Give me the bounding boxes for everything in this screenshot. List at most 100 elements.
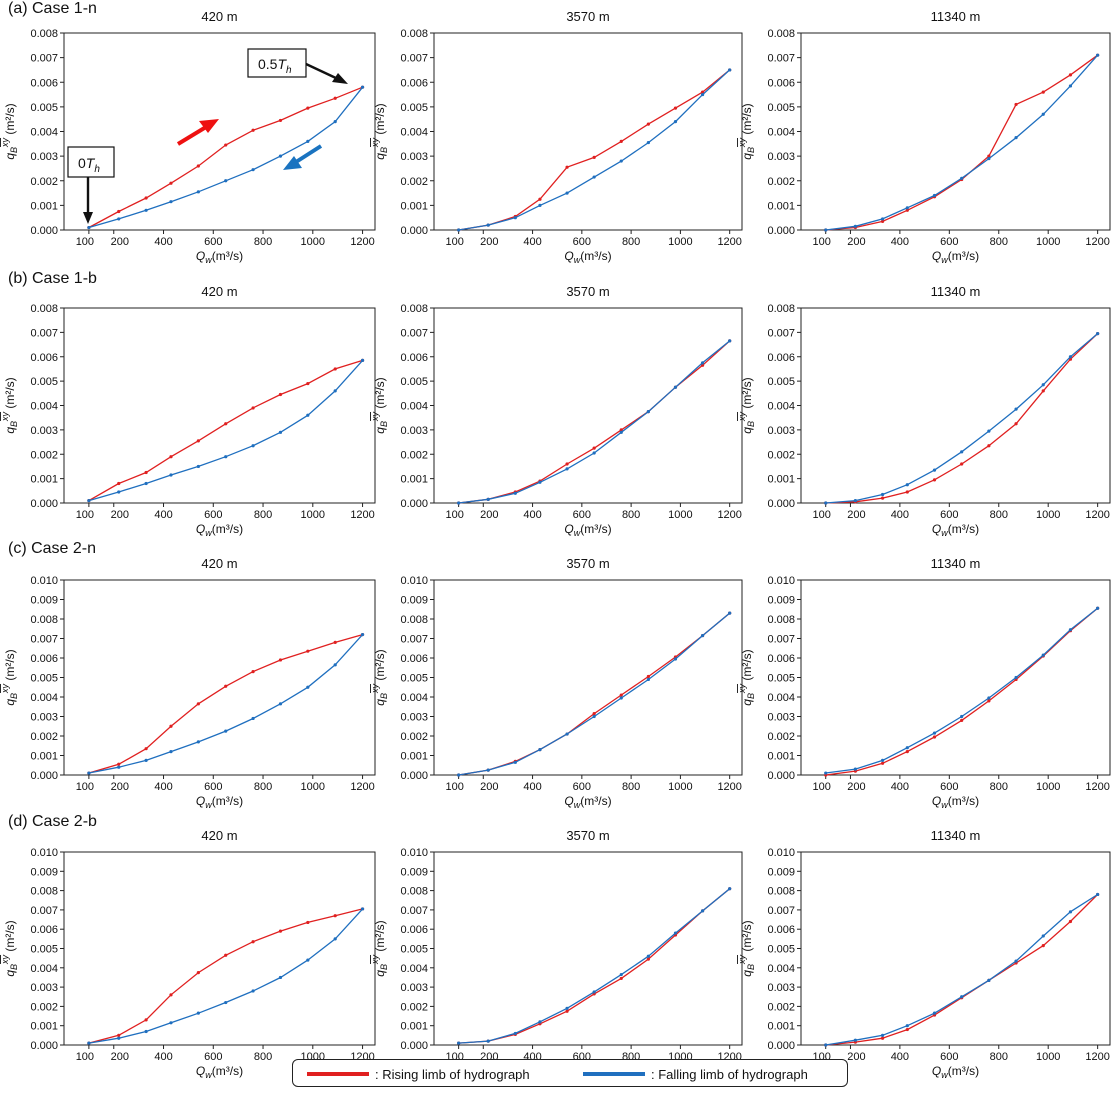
x-tick-label: 1200 bbox=[1085, 1051, 1109, 1063]
y-tick-label: 0.000 bbox=[767, 770, 795, 782]
y-tick-label: 0.006 bbox=[400, 924, 428, 936]
y-tick-label: 0.003 bbox=[400, 712, 428, 724]
x-tick-label: 1200 bbox=[1085, 236, 1109, 248]
chart-a1: 420 m 0.000 0.001 0.002 0.003 0.004 0.005 0.006… bbox=[0, 9, 376, 265]
rising-limb-point bbox=[306, 649, 310, 653]
x-axis-label: Qw(m³/s) bbox=[564, 794, 611, 810]
falling-limb-point bbox=[196, 1011, 200, 1015]
y-tick-label: 0.001 bbox=[400, 1021, 428, 1033]
falling-limb-point bbox=[880, 1033, 885, 1037]
falling-limb-point bbox=[824, 771, 828, 775]
y-tick-label: 0.008 bbox=[400, 614, 428, 626]
chart-title: 11340 m bbox=[931, 284, 981, 299]
x-tick-label: 600 bbox=[940, 1051, 958, 1063]
x-tick-label: 800 bbox=[622, 509, 640, 521]
peak-label-box bbox=[247, 48, 307, 78]
falling-limb-point bbox=[457, 1041, 461, 1045]
y-axis-label: qBxy (m²/s) bbox=[737, 920, 756, 976]
y-axis-label: qBxy (m²/s) bbox=[0, 920, 19, 976]
falling-limb-point bbox=[565, 467, 569, 471]
falling-limb-point bbox=[932, 193, 937, 198]
x-tick-label: 100 bbox=[76, 509, 94, 521]
y-tick-label: 0.007 bbox=[767, 53, 795, 65]
y-tick-label: 0.010 bbox=[30, 575, 58, 587]
falling-limb-point bbox=[1096, 331, 1100, 336]
falling-direction-arrow-head bbox=[283, 156, 302, 170]
falling-limb-point bbox=[538, 480, 542, 484]
rising-direction-arrow-head bbox=[199, 119, 219, 133]
y-tick-label: 0.005 bbox=[400, 673, 428, 685]
y-tick-label: 0.004 bbox=[767, 127, 795, 139]
x-tick-label: 600 bbox=[940, 509, 958, 521]
falling-limb-point bbox=[333, 120, 337, 124]
falling-limb-point bbox=[278, 975, 283, 980]
x-axis-label: Qw(m³/s) bbox=[564, 249, 611, 265]
x-tick-label: 200 bbox=[847, 781, 865, 793]
y-tick-label: 0.009 bbox=[400, 866, 428, 878]
x-tick-label: 800 bbox=[990, 236, 1008, 248]
x-axis-label: Qw(m³/s) bbox=[932, 522, 979, 538]
y-tick-label: 0.008 bbox=[767, 303, 795, 315]
falling-limb-point bbox=[1068, 910, 1073, 914]
rising-limb-point bbox=[565, 1009, 569, 1013]
falling-limb-point bbox=[117, 217, 121, 221]
chart-title: 420 m bbox=[201, 828, 237, 843]
x-tick-label: 100 bbox=[445, 509, 463, 521]
x-tick-label: 600 bbox=[204, 509, 222, 521]
rising-limb-point bbox=[646, 957, 650, 961]
y-tick-label: 0.008 bbox=[30, 303, 58, 315]
y-tick-label: 0.008 bbox=[30, 614, 58, 626]
y-tick-label: 0.003 bbox=[30, 712, 58, 724]
falling-limb-point bbox=[824, 1043, 828, 1047]
rising-limb-point bbox=[619, 693, 623, 697]
y-tick-label: 0.007 bbox=[400, 634, 428, 646]
y-tick-label: 0.003 bbox=[767, 425, 795, 437]
y-tick-label: 0.008 bbox=[30, 886, 58, 898]
y-axis-label: qBxy (m²/s) bbox=[370, 649, 389, 705]
rising-limb-point bbox=[1014, 422, 1018, 426]
falling-limb-point bbox=[905, 1024, 909, 1028]
y-tick-label: 0.003 bbox=[400, 425, 428, 437]
falling-limb-point bbox=[673, 385, 678, 389]
falling-limb-point bbox=[853, 224, 857, 228]
falling-limb-point bbox=[513, 1031, 517, 1036]
x-tick-label: 200 bbox=[111, 509, 129, 521]
falling-limb-point bbox=[646, 677, 650, 682]
falling-limb-point bbox=[486, 768, 490, 772]
falling-limb-point bbox=[144, 208, 148, 212]
rising-limb-line bbox=[88, 908, 363, 1044]
falling-limb-point bbox=[565, 191, 569, 195]
x-tick-label: 400 bbox=[891, 236, 909, 248]
y-tick-label: 0.007 bbox=[767, 634, 795, 646]
falling-limb-point bbox=[144, 481, 148, 486]
y-tick-label: 0.005 bbox=[400, 944, 428, 956]
falling-limb-point bbox=[700, 909, 705, 913]
rising-limb-point bbox=[538, 197, 542, 201]
falling-limb-point bbox=[1041, 112, 1045, 116]
falling-limb-point bbox=[306, 685, 310, 689]
falling-limb-line bbox=[458, 340, 731, 504]
chart-a2: 3570 m 0.000 0.001 0.002 0.003 0.004 0.005 0.00… bbox=[370, 9, 743, 265]
rising-limb-point bbox=[1014, 102, 1018, 107]
x-tick-label: 1000 bbox=[668, 509, 692, 521]
falling-limb-point bbox=[333, 389, 337, 393]
x-tick-label: 600 bbox=[204, 781, 222, 793]
rising-limb-point bbox=[1041, 90, 1045, 94]
chart-b1: 420 m 0.000 0.001 0.002 0.003 0.004 0.005 0.006… bbox=[0, 284, 376, 538]
y-tick-label: 0.000 bbox=[767, 225, 795, 237]
y-tick-label: 0.005 bbox=[30, 673, 58, 685]
x-axis-label: Qw(m³/s) bbox=[932, 1064, 979, 1080]
x-tick-label: 200 bbox=[480, 236, 498, 248]
y-tick-label: 0.000 bbox=[400, 225, 428, 237]
rising-limb-point bbox=[333, 367, 337, 371]
y-tick-label: 0.003 bbox=[767, 151, 795, 163]
x-axis-label: Qw(m³/s) bbox=[196, 522, 243, 538]
x-tick-label: 100 bbox=[813, 236, 831, 248]
y-tick-label: 0.010 bbox=[30, 847, 58, 859]
y-tick-label: 0.006 bbox=[400, 77, 428, 89]
x-tick-label: 200 bbox=[480, 781, 498, 793]
falling-limb-point bbox=[880, 492, 885, 497]
rising-limb-point bbox=[700, 90, 705, 94]
falling-limb-point bbox=[700, 633, 705, 638]
falling-limb-line bbox=[88, 634, 364, 774]
